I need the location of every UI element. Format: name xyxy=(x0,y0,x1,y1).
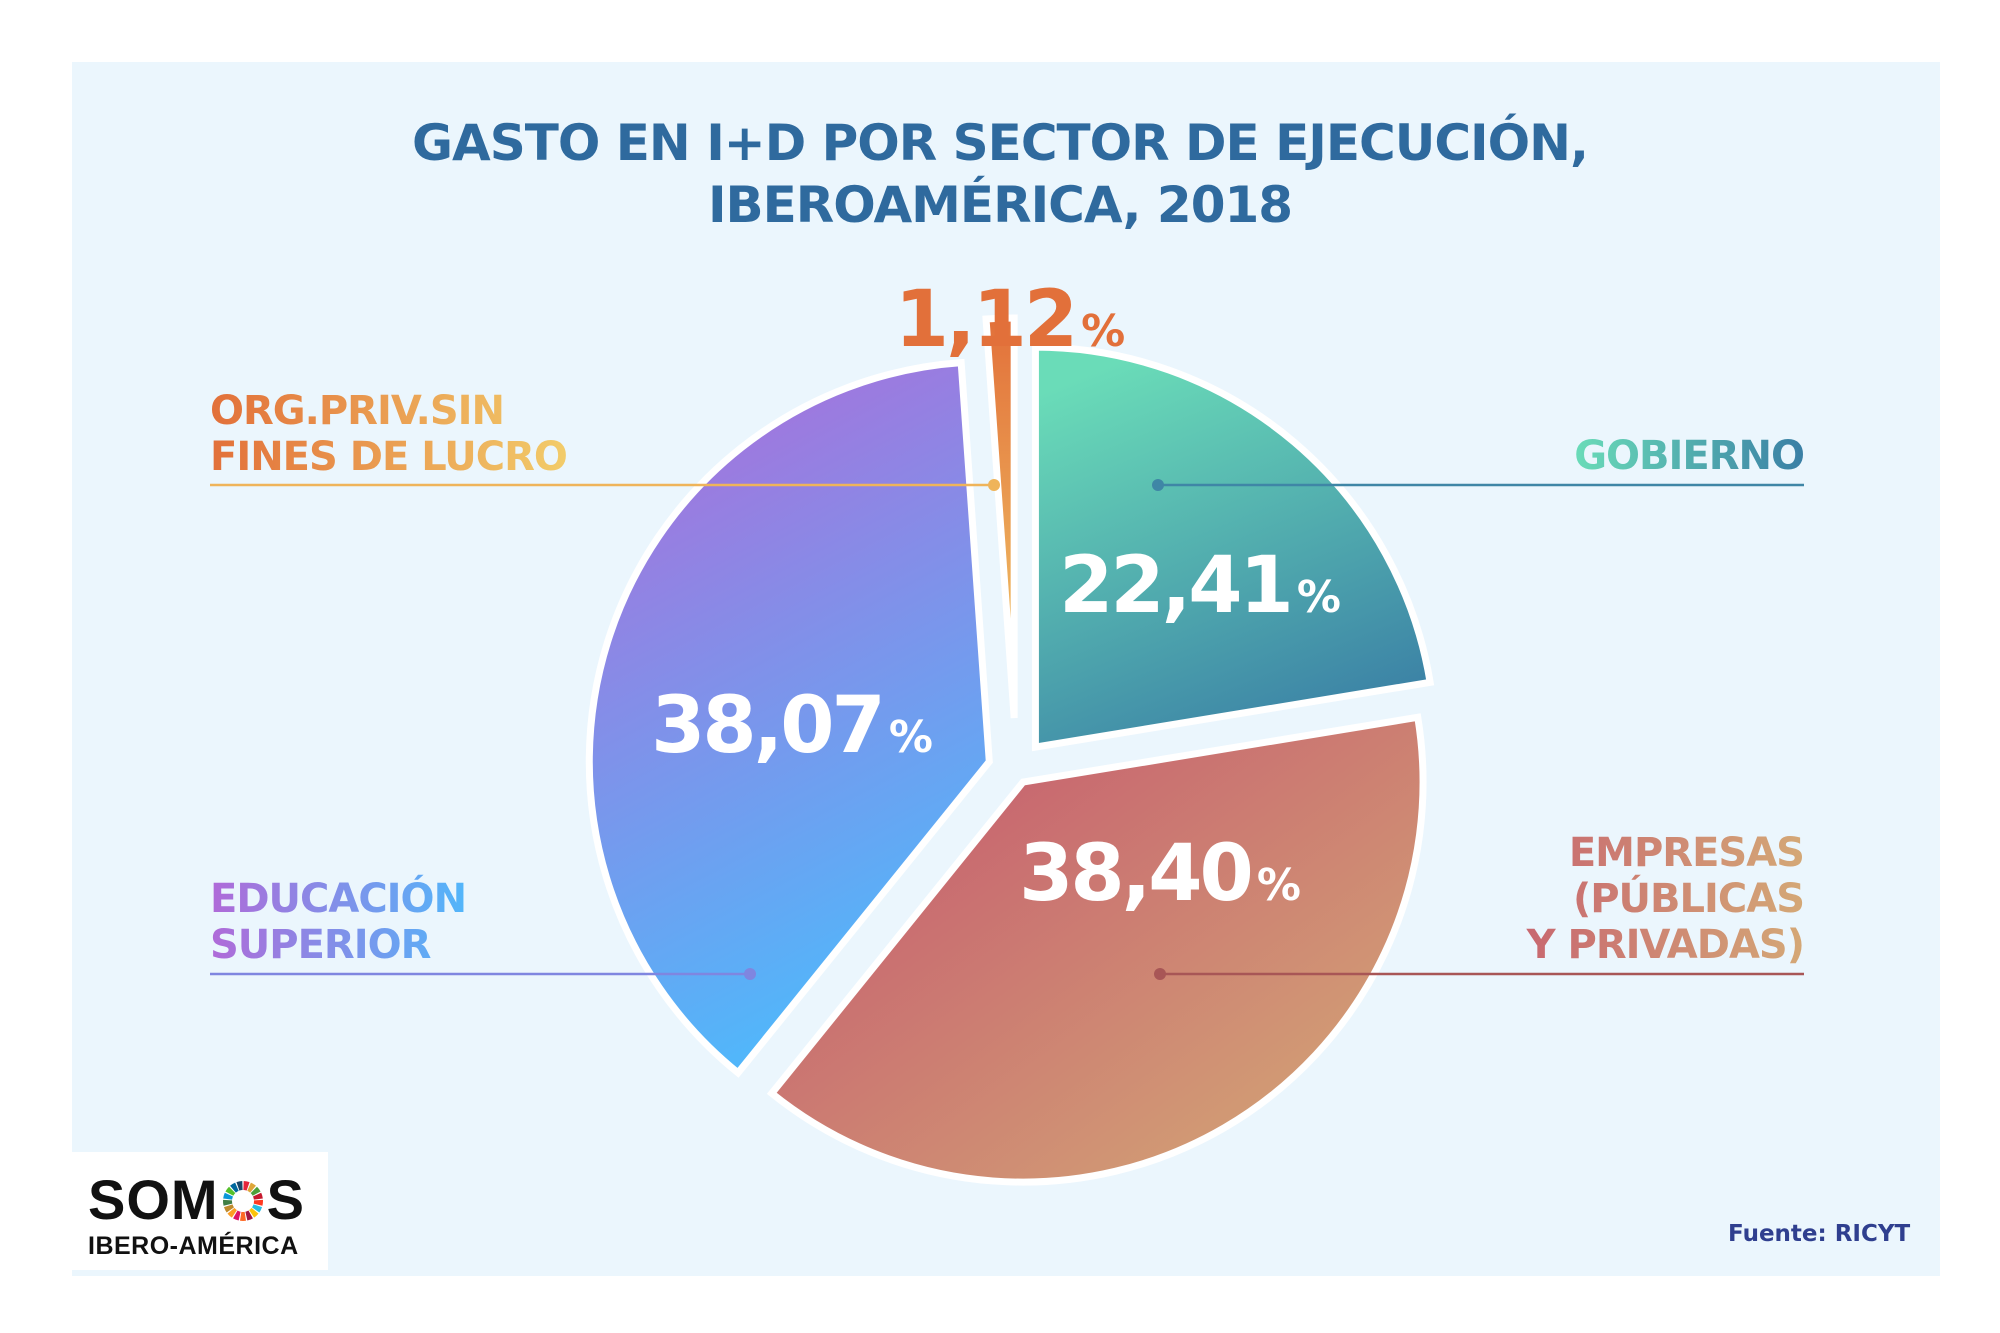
sdg-wheel-segment xyxy=(244,1210,253,1221)
chart-title: GASTO EN I+D POR SECTOR DE EJECUCIÓN, IB… xyxy=(0,112,2000,236)
category-label-line: Y PRIVADAS) xyxy=(1526,922,1804,968)
data-label-value: 38,40% xyxy=(1019,829,1301,919)
sdg-wheel-segment xyxy=(223,1204,234,1213)
sdg-wheel-icon xyxy=(222,1181,263,1221)
data-label-value: 1,12% xyxy=(895,275,1126,365)
data-label-value: 38,07% xyxy=(651,681,933,771)
data-label-percent-sign: % xyxy=(1297,572,1341,623)
category-label-line: EMPRESAS xyxy=(1569,830,1804,876)
logo-wordmark: SOM S xyxy=(88,1172,305,1228)
sdg-wheel-segment xyxy=(250,1186,261,1196)
category-label: ORG.PRIV.SIN FINES DE LUCRO xyxy=(210,388,567,480)
logo-subtitle: IBERO-AMÉRICA xyxy=(88,1232,299,1260)
source-note: Fuente: RICYT xyxy=(1728,1221,1911,1247)
sdg-wheel-segment xyxy=(242,1181,250,1191)
sdg-wheel-segment xyxy=(239,1211,246,1221)
sdg-wheel-segment xyxy=(229,1182,239,1193)
sdg-wheel-segment xyxy=(251,1204,262,1213)
sdg-wheel-segment xyxy=(232,1210,241,1221)
chart-title-line-1: GASTO EN I+D POR SECTOR DE EJECUCIÓN, xyxy=(412,114,1589,172)
data-label-number: 1,12 xyxy=(895,275,1075,365)
data-label-number: 38,40 xyxy=(1019,829,1251,919)
sdg-wheel-segment xyxy=(252,1192,263,1200)
sdg-wheel-segment xyxy=(246,1182,256,1193)
category-label-line: EDUCACIÓN xyxy=(210,874,466,922)
logo-text-s: S xyxy=(266,1168,305,1231)
sdg-wheel-segment xyxy=(222,1192,233,1200)
pie-slice-empresas-públicas-y-privadas- xyxy=(766,713,1427,1186)
leader-dot xyxy=(988,479,1000,491)
leader-dot xyxy=(1152,479,1164,491)
category-label-line: GOBIERNO xyxy=(1574,433,1804,479)
sdg-wheel-segment xyxy=(222,1199,232,1206)
category-label: EDUCACIÓN SUPERIOR xyxy=(210,874,466,968)
data-label-percent-sign: % xyxy=(889,712,933,763)
pie-slice-educación-superior xyxy=(585,358,993,1078)
data-label-percent-sign: % xyxy=(1081,306,1125,357)
sdg-wheel-segment xyxy=(227,1207,237,1218)
sdg-wheel-segment xyxy=(235,1181,243,1191)
category-label-line: ORG.PRIV.SIN xyxy=(210,388,504,434)
data-label-number: 22,41 xyxy=(1059,541,1291,631)
leader-dot xyxy=(1154,968,1166,980)
sdg-wheel-segment xyxy=(253,1199,263,1206)
data-label-number: 38,07 xyxy=(651,681,883,771)
leader-dot xyxy=(744,968,756,980)
pie-slice-gobierno xyxy=(1031,343,1435,752)
pie-slice-org-priv-sin-fines-de-lucro xyxy=(982,314,1018,719)
chart-title-line-2: IBEROAMÉRICA, 2018 xyxy=(707,176,1293,234)
logo-text-som: SOM xyxy=(88,1168,219,1231)
data-label-value: 22,41% xyxy=(1059,541,1341,631)
category-label-line: SUPERIOR xyxy=(210,922,431,968)
category-label-line: (PÚBLICAS xyxy=(1573,874,1804,922)
sdg-wheel-segment xyxy=(248,1207,259,1218)
category-label-line: FINES DE LUCRO xyxy=(210,434,567,480)
data-label-percent-sign: % xyxy=(1257,860,1301,911)
sdg-wheel-segment xyxy=(224,1186,235,1196)
category-label: GOBIERNO xyxy=(1574,433,1804,479)
somos-iberoamerica-logo: SOM S IBERO-AMÉRICA xyxy=(72,1152,328,1270)
category-label: EMPRESAS (PÚBLICAS Y PRIVADAS) xyxy=(1526,830,1804,968)
